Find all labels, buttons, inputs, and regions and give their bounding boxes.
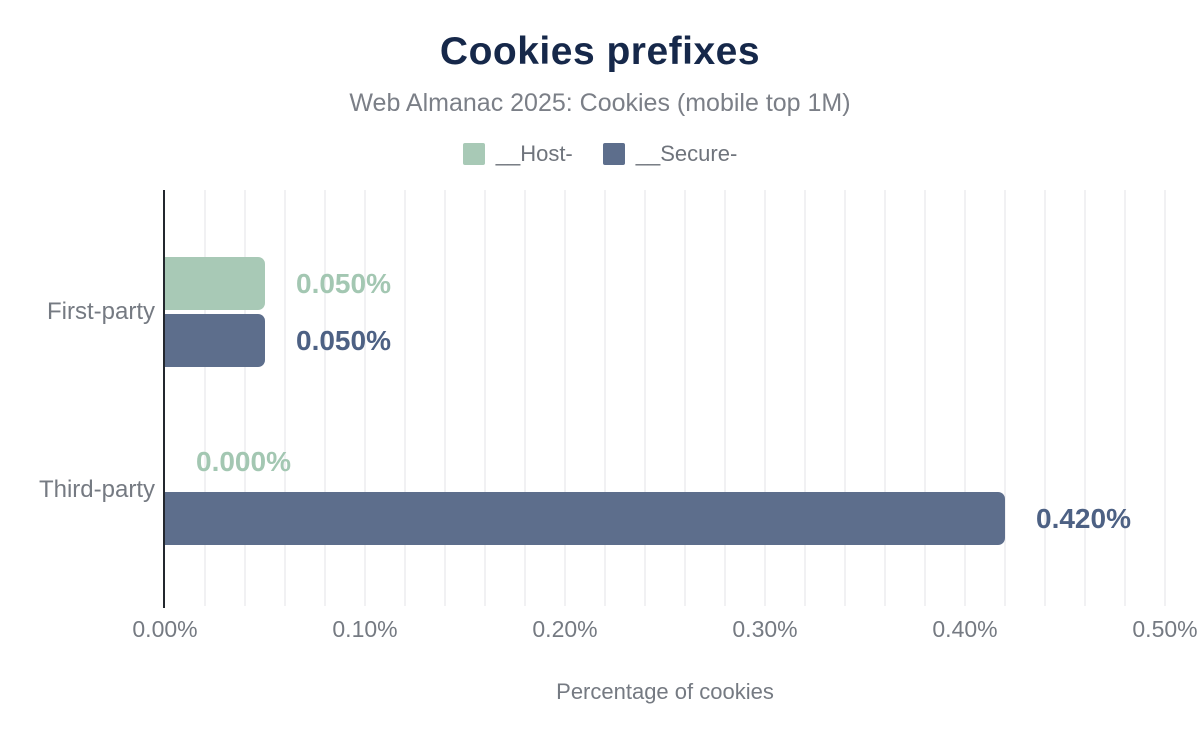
- x-tick-label: 0.10%: [332, 616, 398, 642]
- legend-label-host: __Host-: [495, 141, 573, 166]
- gridline: [964, 190, 966, 606]
- gridline: [1164, 190, 1166, 606]
- gridline: [924, 190, 926, 606]
- bar-host: [165, 257, 265, 310]
- bar-value-label: 0.000%: [196, 445, 291, 477]
- x-tick-label: 0.00%: [132, 616, 198, 642]
- y-axis-line: [163, 190, 165, 608]
- gridline: [764, 190, 766, 606]
- gridline: [364, 190, 366, 606]
- legend-item-secure[interactable]: __Secure-: [602, 141, 738, 166]
- bar-secure: [165, 314, 265, 367]
- gridline: [1124, 190, 1126, 606]
- x-axis-title: Percentage of cookies: [556, 679, 774, 704]
- x-tick-label: 0.50%: [1132, 616, 1198, 642]
- gridline: [524, 190, 526, 606]
- gridline: [284, 190, 286, 606]
- gridline: [884, 190, 886, 606]
- gridline: [404, 190, 406, 606]
- category-label: Third-party: [38, 476, 155, 503]
- gridline: [1084, 190, 1086, 606]
- chart-title: Cookies prefixes: [439, 30, 761, 73]
- legend-label-secure: __Secure-: [635, 141, 738, 166]
- legend-swatch-secure-icon: [602, 143, 625, 165]
- bar-value-label: 0.050%: [296, 267, 391, 299]
- bar-secure: [165, 492, 1005, 545]
- gridline: [244, 190, 246, 606]
- legend: __Host- __Secure-: [0, 142, 1200, 166]
- gridline: [804, 190, 806, 606]
- chart-subtitle: Web Almanac 2025: Cookies (mobile top 1M…: [349, 89, 851, 117]
- gridline: [844, 190, 846, 606]
- x-tick-label: 0.20%: [532, 616, 598, 642]
- gridline: [604, 190, 606, 606]
- category-label: First-party: [47, 298, 155, 325]
- gridline: [644, 190, 646, 606]
- x-tick-label: 0.30%: [732, 616, 798, 642]
- gridline: [684, 190, 686, 606]
- legend-item-host[interactable]: __Host-: [462, 141, 573, 166]
- bar-value-label: 0.420%: [1036, 502, 1131, 534]
- gridline: [564, 190, 566, 606]
- gridline: [484, 190, 486, 606]
- legend-swatch-host-icon: [462, 143, 485, 165]
- bar-value-label: 0.050%: [296, 324, 391, 356]
- gridline: [324, 190, 326, 606]
- gridline: [204, 190, 206, 606]
- gridline: [444, 190, 446, 606]
- gridline: [1004, 190, 1006, 606]
- x-tick-label: 0.40%: [932, 616, 998, 642]
- gridline: [724, 190, 726, 606]
- gridline: [1044, 190, 1046, 606]
